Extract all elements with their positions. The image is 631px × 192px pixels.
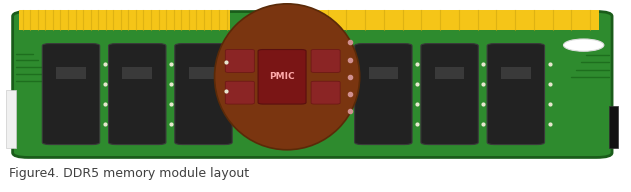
FancyBboxPatch shape (258, 50, 306, 104)
Circle shape (563, 39, 604, 51)
Bar (501, 67, 531, 79)
FancyBboxPatch shape (487, 44, 545, 145)
FancyBboxPatch shape (225, 81, 254, 104)
Bar (19, 10, 230, 30)
Bar (262, 10, 599, 30)
Bar (189, 67, 218, 79)
FancyBboxPatch shape (225, 50, 254, 72)
Ellipse shape (215, 4, 360, 150)
Bar (435, 67, 464, 79)
FancyBboxPatch shape (311, 50, 340, 72)
FancyBboxPatch shape (311, 81, 340, 104)
FancyBboxPatch shape (42, 44, 100, 145)
Bar (6, 90, 16, 148)
FancyBboxPatch shape (421, 44, 478, 145)
FancyBboxPatch shape (13, 12, 612, 157)
Bar (122, 67, 152, 79)
Text: Figure4. DDR5 memory module layout: Figure4. DDR5 memory module layout (9, 167, 250, 180)
FancyBboxPatch shape (109, 44, 166, 145)
FancyBboxPatch shape (175, 44, 232, 145)
Text: PMIC: PMIC (269, 72, 295, 81)
Bar (56, 67, 86, 79)
Bar (609, 106, 618, 148)
Bar (369, 67, 398, 79)
FancyBboxPatch shape (355, 44, 412, 145)
